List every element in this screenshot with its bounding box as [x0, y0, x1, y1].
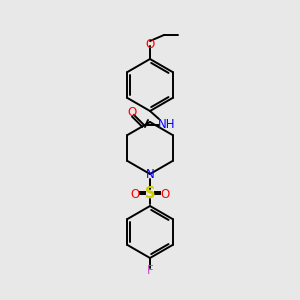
Text: F: F [147, 265, 153, 278]
Text: O: O [160, 188, 169, 200]
Text: S: S [145, 187, 155, 202]
Text: O: O [130, 188, 140, 200]
Text: O: O [128, 106, 136, 119]
Text: NH: NH [158, 118, 176, 131]
Text: O: O [146, 38, 154, 50]
Text: N: N [146, 167, 154, 181]
